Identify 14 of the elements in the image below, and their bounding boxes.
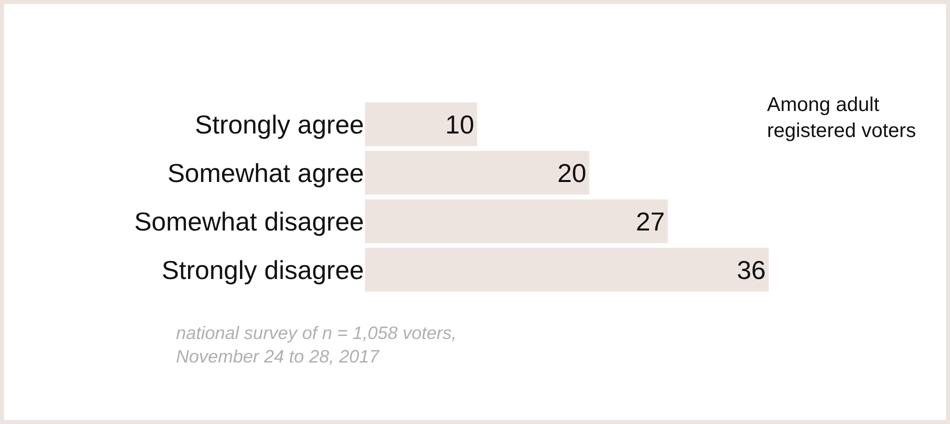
data-label: 36 xyxy=(736,254,766,285)
bar xyxy=(365,199,668,244)
y-tick-label: Strongly disagree xyxy=(162,254,364,285)
data-label: 20 xyxy=(557,158,586,188)
text: national survey of n = 1,058 voters, November 24 to 28, 2017 xyxy=(176,323,457,366)
data-label: 10 xyxy=(445,109,474,140)
y-tick-label: Somewhat disagree xyxy=(134,206,364,236)
y-tick-label: Somewhat agree xyxy=(167,158,364,188)
bar xyxy=(365,248,769,292)
bar xyxy=(365,150,590,195)
data-label: 27 xyxy=(636,206,665,236)
annotation: Among adult registered voters xyxy=(767,94,916,142)
bar xyxy=(365,102,478,146)
y-tick-label: Strongly agree xyxy=(194,109,364,140)
